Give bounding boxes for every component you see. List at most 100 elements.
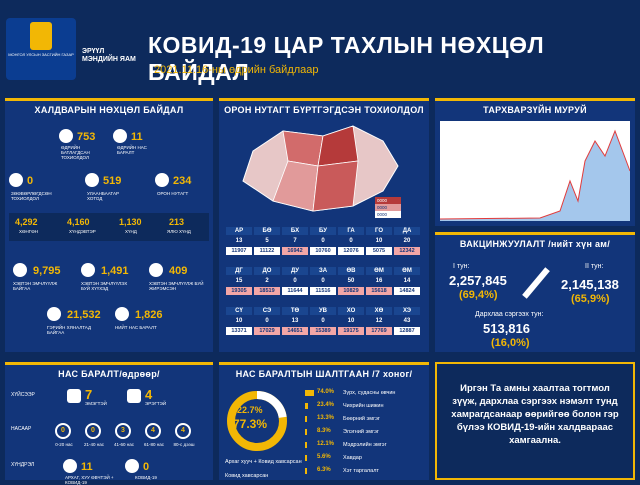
heart-icon	[63, 459, 77, 473]
rural-cases: 234	[173, 175, 192, 187]
dose1-label: I тун:	[453, 263, 470, 270]
epi-curve-chart	[440, 121, 630, 221]
ub-cases: 519	[103, 175, 122, 187]
cause-label: Мэдрэлийн эмгэг	[343, 442, 387, 448]
message-panel: Иргэн Та амны хаалтаа тогтмол зүүж, дарх…	[435, 362, 635, 480]
province-num-cell: 2	[265, 278, 269, 284]
booster-pct: (16,0%)	[491, 337, 530, 349]
cause-label: ХҮНДРЭЛ	[11, 462, 35, 468]
province-num-cell: 0	[265, 318, 269, 324]
age-group-count: 3	[115, 423, 131, 439]
severity-critical: 213	[169, 217, 185, 227]
province-case-cell: 5075	[366, 247, 392, 255]
province-code-cell: ХО	[338, 307, 364, 315]
province-codes-row: АР БӨ БХ БУ ГА ГО ДА	[225, 227, 421, 235]
health-message: Иргэн Та амны хаалтаа тогтмол зүүж, дарх…	[451, 383, 619, 446]
province-num-cell: 10	[347, 318, 355, 324]
pregnant-icon	[149, 263, 163, 277]
province-title: ОРОН НУТАГТ БҮРТГЭГДСЭН ТОХИОЛДОЛ	[224, 105, 424, 115]
donut-small-value: 22.7%	[237, 405, 263, 415]
rural-label: ОРОН НУТАГТ	[157, 191, 189, 196]
booster-label: Дархлаа сэргээх тун:	[475, 311, 544, 318]
province-num-cell: 43	[403, 318, 411, 324]
severity-moderate: 4,160	[67, 217, 90, 227]
cause-pct: 5.6%	[317, 454, 331, 460]
province-cases-row: 11907 11122 16942 10760 12076 5075 12342	[225, 247, 421, 255]
age-group-count: 0	[85, 423, 101, 439]
age-group-count: 0	[55, 423, 71, 439]
province-code-cell: СЭ	[254, 307, 280, 315]
cause-pct: 74.0%	[317, 389, 335, 395]
cross-icon	[113, 129, 127, 143]
government-logo: МОНГОЛ УЛСЫН ЗАСГИЙН ГАЗАР	[6, 18, 76, 80]
province-case-cell: 12342	[394, 247, 420, 255]
map-legend: 0000 0000 0000	[375, 197, 401, 218]
daily-confirmed: 753	[77, 131, 96, 143]
legend-item: 0000	[375, 211, 401, 218]
dose1-value: 2,257,845	[449, 273, 507, 288]
province-code-cell: ӨМ	[394, 267, 420, 275]
infection-panel: ХАЛДВАРЫН НӨХЦӨЛ БАЙДАЛ 753 ӨДРИЙН БАТЛА…	[5, 98, 213, 352]
causes-title: НАС БАРАЛТЫН ШАЛТГААН /7 хоног/	[235, 369, 413, 379]
province-code-cell: БХ	[282, 227, 308, 235]
daily-confirmed-label: ӨДРИЙН БАТЛАГДСАН ТОХИОЛДОЛ	[61, 145, 90, 160]
daily-deaths: 11	[131, 131, 143, 143]
province-num-cell: 0	[349, 238, 353, 244]
province-case-cell: 19305	[226, 287, 252, 295]
cause-pct: 23.4%	[317, 402, 335, 408]
syringe-icon	[522, 267, 550, 299]
cause-pct: 13.3%	[317, 415, 335, 421]
home-monitoring-label: ГЭРИЙН ХЯНАЛТАД БАЙГАА	[47, 325, 91, 335]
causes-legend-2: Ковид хавсарсан	[225, 473, 269, 479]
province-num-cell: 13	[235, 238, 243, 244]
covid-only-deaths: 0	[143, 461, 150, 473]
province-code-cell: ӨВ	[338, 267, 364, 275]
province-code-cell: ХЭ	[394, 307, 420, 315]
province-cases-row: 19305 18519 11644 11516 10829 15618 14824	[225, 287, 421, 295]
province-nums-row: 15 2 0 0 50 16 14	[225, 277, 421, 285]
donut-big-number: 77.3	[233, 417, 257, 431]
total-deaths: 1,826	[135, 309, 163, 321]
province-case-cell: 11122	[254, 247, 280, 255]
female-icon	[67, 389, 81, 403]
legend-item: 0000	[375, 197, 401, 204]
province-code-cell: ДГ	[226, 267, 252, 275]
province-case-cell: 11516	[310, 287, 336, 295]
total-deaths-label: НИЙТ НАС БАРАЛТ	[115, 325, 157, 330]
province-code-cell: ДУ	[282, 267, 308, 275]
province-case-cell: 18519	[254, 287, 280, 295]
province-code-cell: СҮ	[226, 307, 252, 315]
province-nums-row: 13 5 7 0 0 10 20	[225, 237, 421, 245]
cause-bar	[305, 429, 307, 435]
booster-value: 513,816	[483, 321, 530, 336]
daily-deaths-label: ӨДРИЙН НАС БАРАЛТ	[117, 145, 147, 155]
cause-label: Хавдар	[343, 455, 362, 461]
age-group-count: 4	[145, 423, 161, 439]
donut-big-unit: %	[256, 417, 268, 431]
province-code-cell: ХӨ	[366, 307, 392, 315]
province-codes-row: ДГ ДО ДУ ЗА ӨВ ӨМ ӨМ	[225, 267, 421, 275]
age-group-label: 21-40 нас	[84, 442, 104, 447]
province-num-cell: 12	[375, 318, 383, 324]
province-code-cell: ГО	[366, 227, 392, 235]
province-num-cell: 0	[321, 278, 325, 284]
cause-pct: 12.1%	[317, 441, 335, 447]
male-icon	[127, 389, 141, 403]
cause-label: Элэгний эмгэг	[343, 429, 379, 435]
cause-bar	[305, 403, 308, 409]
dose2-label: II тун:	[585, 263, 604, 270]
home-icon	[47, 307, 61, 321]
severity-severe: 1,130	[119, 217, 142, 227]
dose2-pct: (65,9%)	[571, 293, 610, 305]
ministry-name: ЭРҮҮЛ МЭНДИЙН ЯАМ	[82, 48, 136, 63]
imported-cases: 0	[27, 175, 34, 187]
imported-label: ЗӨӨВӨРЛӨГДСӨН ТОХИОЛДОЛ	[11, 191, 52, 201]
curve-area	[440, 131, 630, 221]
severity-mild: 4,292	[15, 217, 38, 227]
age-label: НАСААР	[11, 426, 32, 432]
dose2-value: 2,145,138	[561, 277, 619, 292]
cause-pct: 8.3%	[317, 428, 331, 434]
province-panel: ОРОН НУТАГТ БҮРТГЭГДСЭН ТОХИОЛДОЛ 0000 0…	[219, 98, 429, 352]
cause-label: Чихрийн шижин	[343, 403, 384, 409]
province-codes-row: СҮ СЭ ТӨ УВ ХО ХӨ ХЭ	[225, 307, 421, 315]
